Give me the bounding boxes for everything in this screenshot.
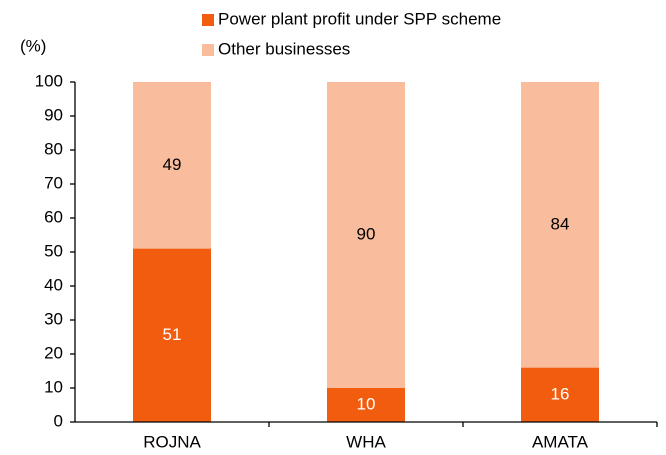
y-tick-label: 40: [44, 275, 63, 294]
bar-segment: [327, 82, 405, 388]
y-tick-label: 80: [44, 139, 63, 158]
data-label: 51: [163, 325, 182, 344]
data-label: 49: [163, 155, 182, 174]
y-tick-label: 20: [44, 343, 63, 362]
y-tick-label: 30: [44, 309, 63, 328]
y-tick-label: 90: [44, 105, 63, 124]
x-tick-label: AMATA: [532, 432, 589, 451]
x-tick-label: WHA: [346, 432, 386, 451]
bar-segment: [133, 248, 211, 422]
y-tick-label: 10: [44, 377, 63, 396]
bar-segment: [521, 82, 599, 368]
bar-segment: [133, 82, 211, 249]
legend-swatch: [202, 44, 214, 56]
y-tick-label: 60: [44, 207, 63, 226]
y-tick-label: 0: [54, 411, 63, 430]
legend-label: Other businesses: [218, 39, 350, 58]
data-label: 16: [551, 384, 570, 403]
y-axis-label: (%): [20, 36, 46, 55]
y-tick-label: 70: [44, 173, 63, 192]
x-tick-label: ROJNA: [143, 432, 201, 451]
legend-label: Power plant profit under SPP scheme: [218, 9, 501, 28]
data-label: 10: [357, 394, 376, 413]
bar-segment: [521, 367, 599, 422]
y-tick-label: 50: [44, 241, 63, 260]
data-label: 90: [357, 224, 376, 243]
legend-swatch: [202, 14, 214, 26]
y-tick-label: 100: [35, 71, 63, 90]
data-label: 84: [551, 214, 570, 233]
bar-segment: [327, 388, 405, 422]
